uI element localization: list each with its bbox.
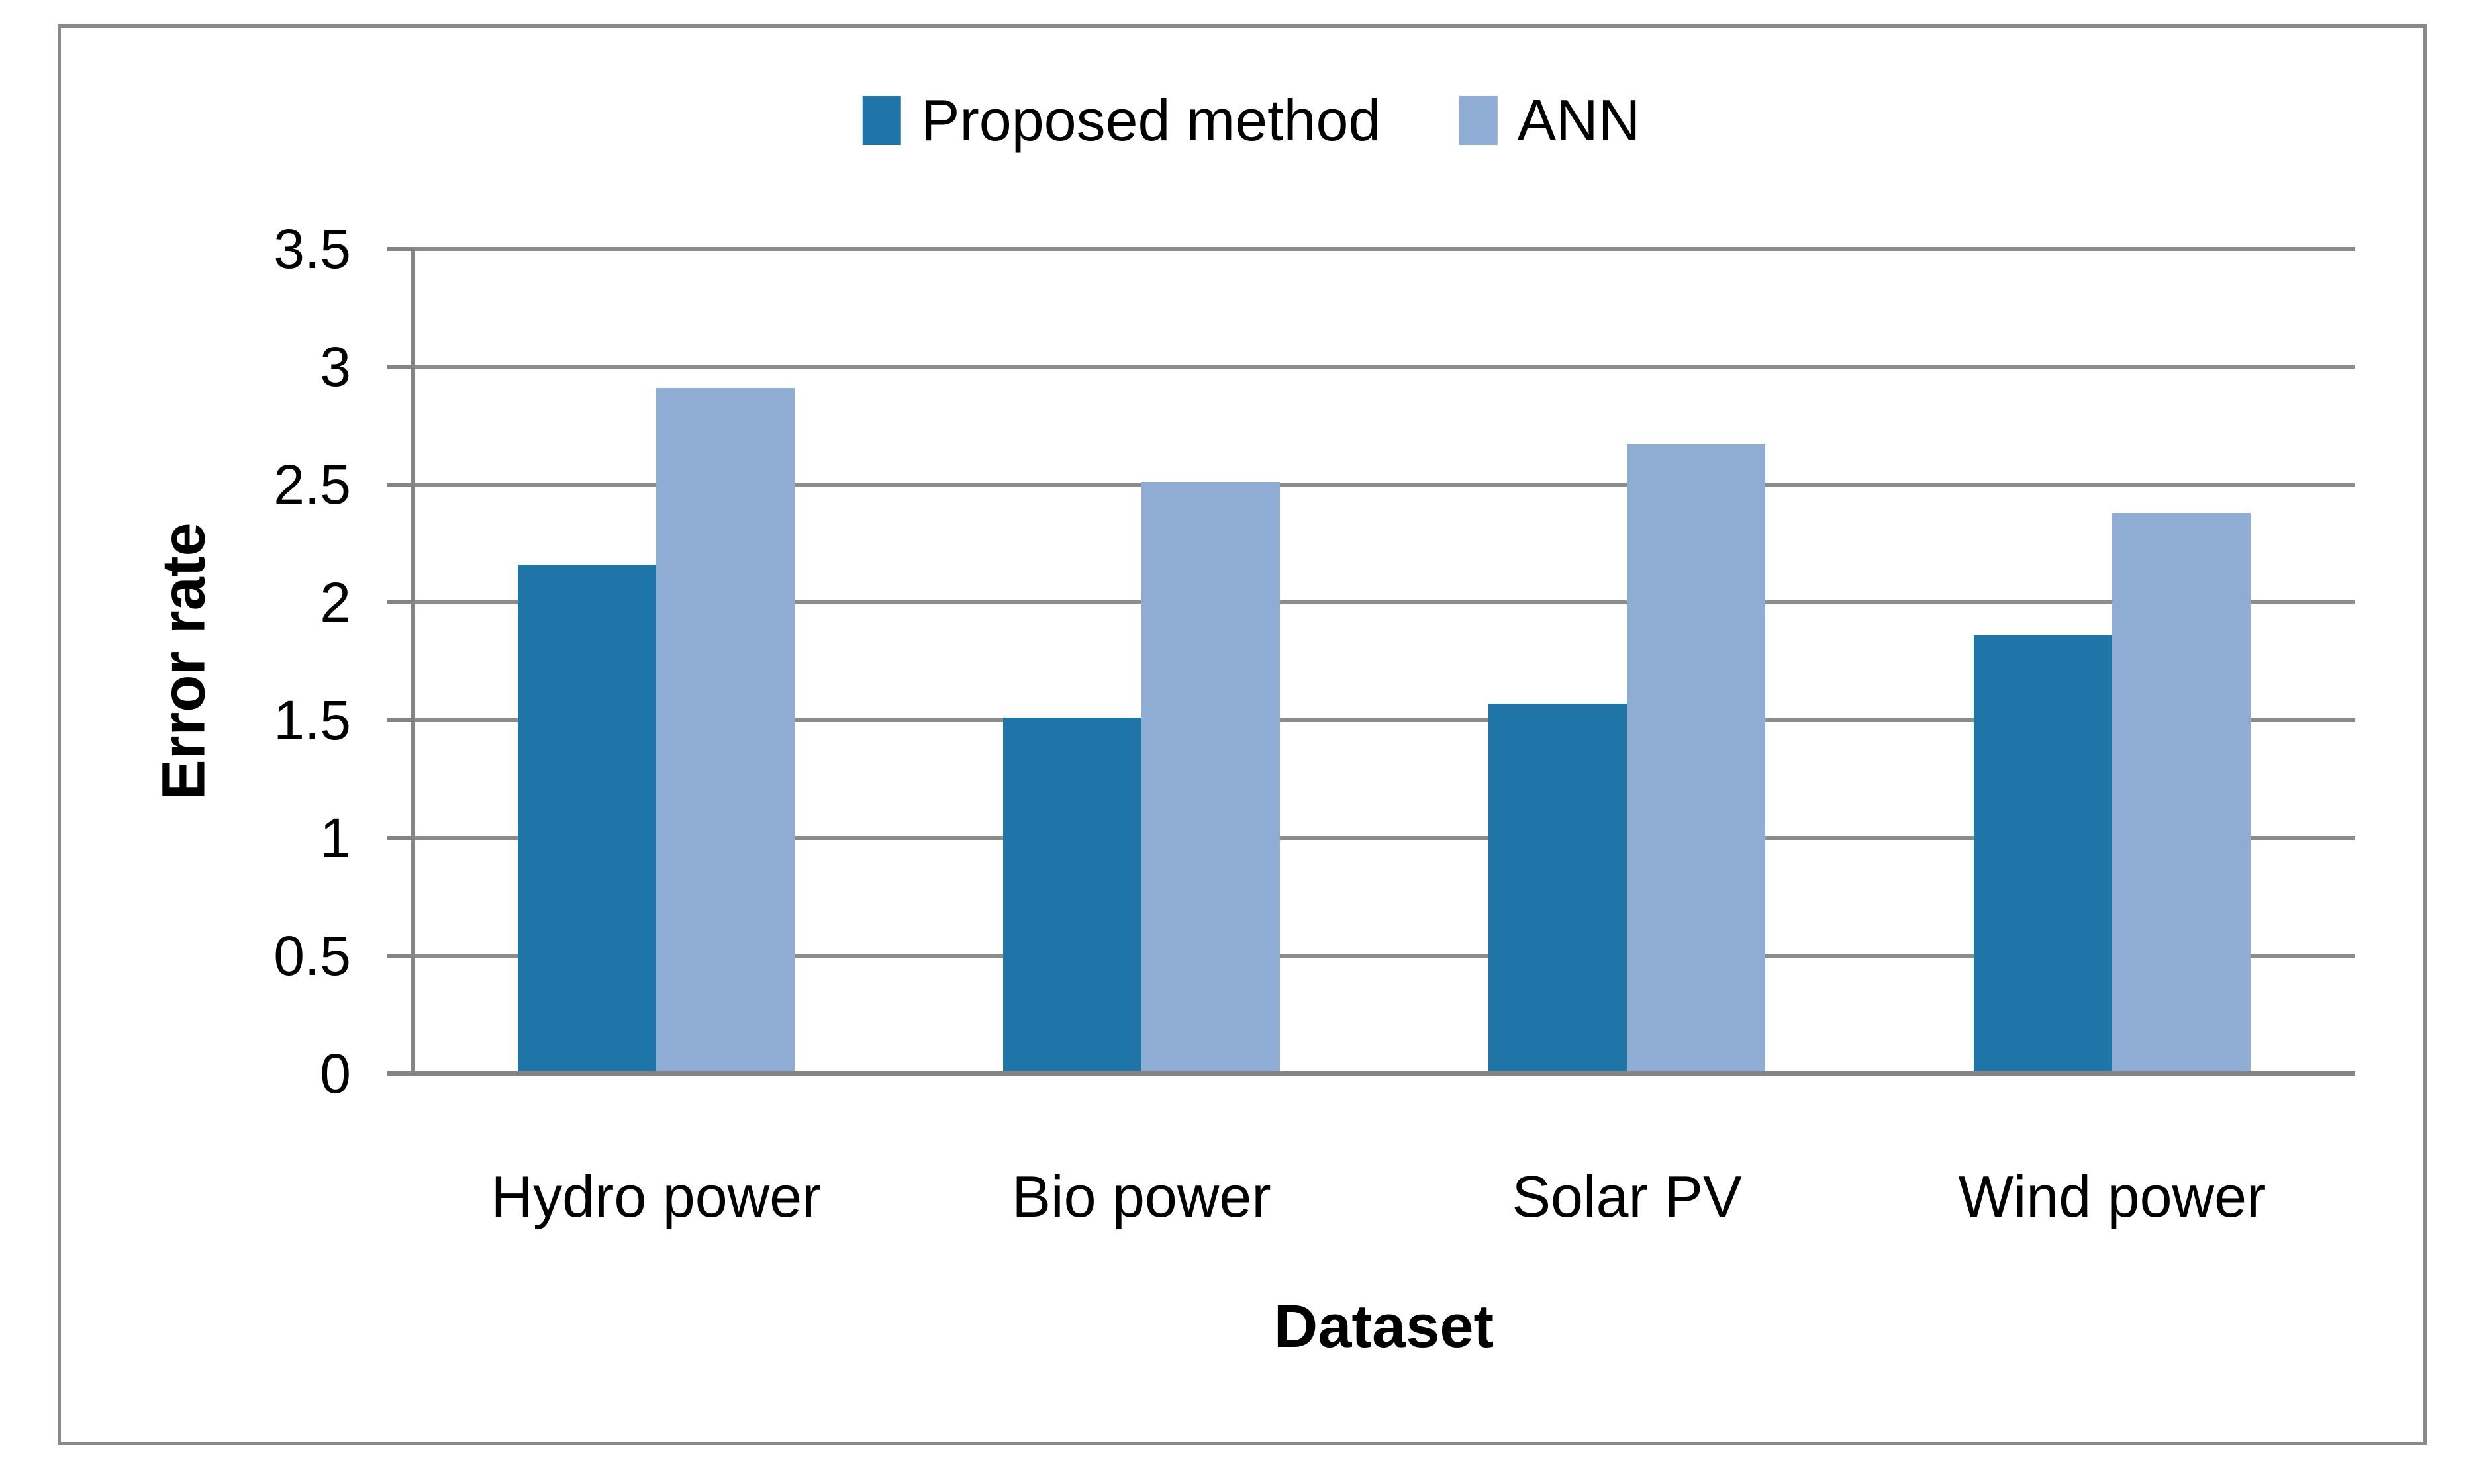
legend-swatch-icon (1459, 96, 1498, 145)
legend-item: ANN (1459, 91, 1640, 150)
gridline (413, 836, 2355, 840)
legend: Proposed method ANN (862, 87, 1640, 153)
gridline (413, 365, 2355, 369)
bar-proposed-method-1 (1003, 718, 1141, 1074)
plot-area (387, 247, 2355, 1076)
bar-ann-3 (2112, 513, 2251, 1074)
x-category-label: Hydro power (491, 1164, 822, 1229)
y-tick-label: 1 (320, 807, 351, 869)
y-tick-label: 3 (320, 336, 351, 398)
x-axis-line (387, 1071, 2355, 1076)
y-axis-tick (387, 836, 413, 840)
legend-label: ANN (1517, 87, 1641, 153)
gridline (413, 483, 2355, 487)
legend-item: Proposed method (862, 87, 1381, 153)
y-tick-label: 2 (320, 571, 351, 633)
x-category-label: Bio power (1012, 1164, 1271, 1229)
bar-ann-2 (1627, 444, 1765, 1074)
legend-label: Proposed method (920, 87, 1381, 153)
y-axis-tick (387, 365, 413, 369)
y-tick-label: 0 (320, 1043, 351, 1105)
gridline (413, 247, 2355, 251)
bar-ann-1 (1141, 482, 1280, 1074)
y-axis-line (411, 249, 415, 1076)
x-axis-title: Dataset (1273, 1293, 1494, 1360)
gridline (413, 600, 2355, 604)
y-axis-tick (387, 954, 413, 958)
x-category-label: Solar PV (1512, 1164, 1742, 1229)
y-axis-tick (387, 600, 413, 604)
gridline (413, 718, 2355, 722)
y-tick-label: 2.5 (273, 453, 351, 516)
bar-proposed-method-3 (1974, 635, 2112, 1074)
y-axis-tick (387, 247, 413, 251)
bar-proposed-method-2 (1488, 704, 1627, 1074)
y-tick-label: 1.5 (273, 689, 351, 751)
y-axis-tick (387, 718, 413, 722)
bar-ann-0 (656, 388, 795, 1074)
y-tick-label: 0.5 (273, 925, 351, 987)
bar-proposed-method-0 (518, 565, 656, 1074)
legend-swatch-icon (862, 96, 901, 145)
y-axis-tick (387, 483, 413, 487)
y-tick-label: 3.5 (273, 218, 351, 280)
x-category-label: Wind power (1958, 1164, 2266, 1229)
gridline (413, 954, 2355, 958)
y-axis-title: Error rate (150, 522, 218, 800)
